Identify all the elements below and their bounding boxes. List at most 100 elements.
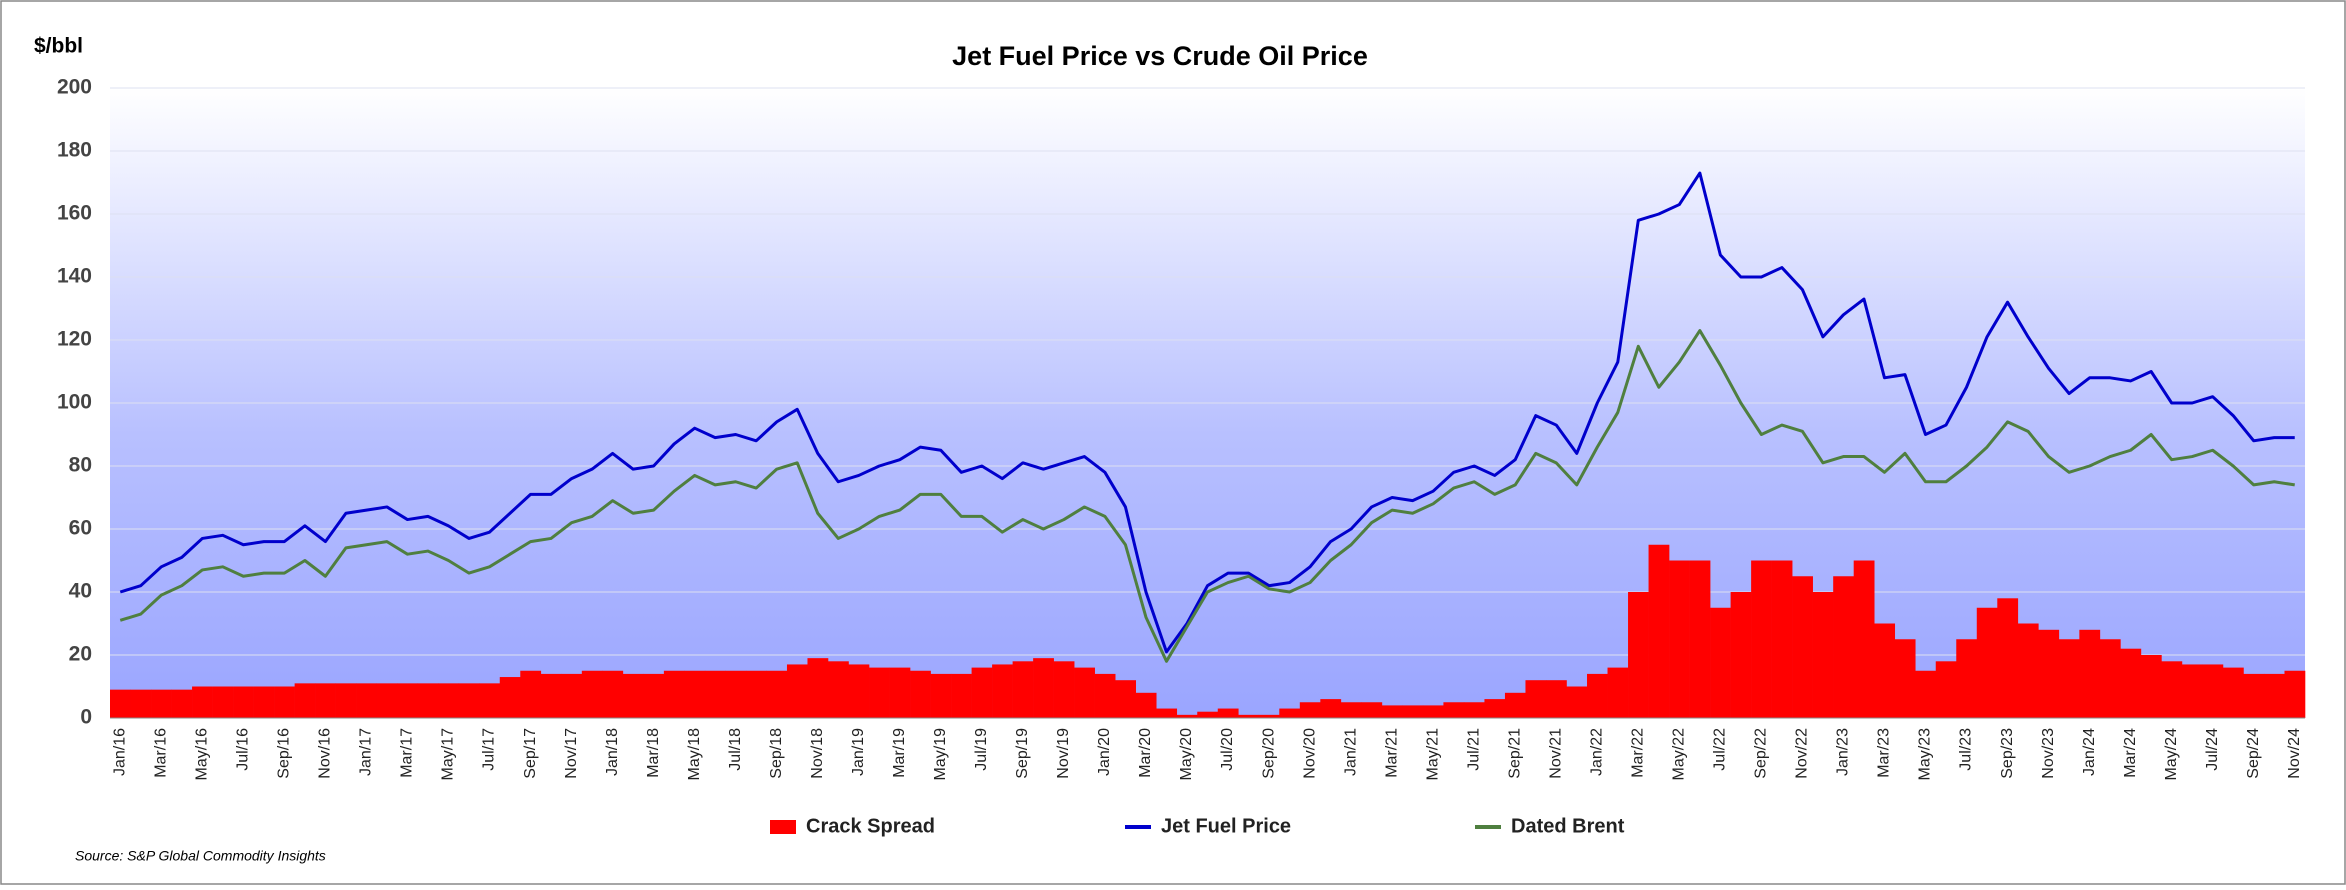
bar [1853,560,1875,718]
bar [1238,714,1260,718]
bar [1669,560,1690,718]
bar [1710,607,1731,718]
bar [1033,658,1054,718]
bar [356,683,377,718]
bar [2263,673,2285,718]
x-tick-label: Mar/18 [645,728,662,778]
x-tick-label: Jul/16 [235,728,252,771]
bar [1299,702,1321,718]
x-tick-label: May/22 [1671,728,1688,781]
x-tick-label: Jan/24 [2081,728,2098,776]
bar [253,686,275,718]
bar [335,683,357,718]
y-tick-label: 180 [57,139,92,162]
y-tick-label: 140 [57,265,92,288]
bar [2161,661,2183,718]
bar [130,689,152,718]
x-tick-label: May/18 [686,728,703,781]
bar [1074,667,1095,718]
bar [1320,699,1342,718]
bar [1976,607,1998,718]
x-tick-label: Jul/23 [1958,728,1975,771]
bar [2140,655,2162,718]
bar [1689,560,1711,718]
bar [458,683,480,718]
bar [1915,670,1937,718]
bar [1894,639,1916,718]
line [119,329,2295,663]
x-tick-label: Nov/20 [1301,728,1318,779]
bar [1402,705,1424,718]
y-tick-label: 40 [69,580,92,603]
bar [1340,702,1362,718]
x-tick-label: Jan/20 [1096,728,1113,776]
bar [663,670,685,718]
x-tick-label: Nov/16 [317,728,334,779]
x-tick-label: Nov/18 [809,728,826,779]
x-tick-label: Mar/17 [399,728,416,778]
x-tick-label: Sep/24 [2245,728,2262,779]
bar [1156,708,1178,718]
bar [786,664,808,718]
bar [684,670,706,718]
bar [2038,629,2060,718]
bar [1833,576,1854,718]
x-tick-label: Jan/18 [604,728,621,776]
bar [171,689,193,718]
x-tick-label: Jan/17 [358,728,375,776]
bar [212,686,234,718]
x-tick-label: Nov/24 [2286,728,2303,779]
x-tick-label: Sep/23 [1999,728,2016,779]
x-tick-label: May/23 [1917,728,1934,781]
bar [520,670,542,718]
x-tick-label: Sep/20 [1260,728,1277,779]
bar [1997,598,2019,718]
x-tick-label: Mar/16 [153,728,170,778]
bar [2284,670,2306,718]
y-axis-label: $/bbl [34,35,83,58]
legend-label: Jet Fuel Price [1161,815,1291,837]
y-tick-label: 200 [57,76,92,99]
bar [581,670,603,718]
bar [1648,544,1670,718]
bar [1115,680,1137,718]
y-tick-label: 100 [57,391,92,414]
x-tick-label: Mar/22 [1630,728,1647,778]
bar [992,664,1013,718]
bar [1258,714,1280,718]
bar [2243,673,2265,718]
bar [827,661,849,718]
x-tick-label: May/19 [932,728,949,781]
bar [951,673,972,718]
bar [1176,714,1198,718]
bar [499,677,521,718]
x-tick-label: Nov/17 [563,728,580,779]
legend-label: Crack Spread [806,815,935,837]
bar [930,673,952,718]
bar [151,689,172,718]
x-tick-label: Jul/17 [481,728,498,771]
bar [1545,680,1567,718]
x-tick-label: Jul/22 [1712,728,1729,771]
line [119,171,2295,654]
bar [1771,560,1793,718]
x-tick-label: May/21 [1424,728,1441,781]
x-tick-label: Jan/16 [111,728,128,776]
y-tick-label: 20 [69,643,92,666]
x-tick-label: Jan/21 [1342,728,1359,776]
x-tick-label: Jul/19 [973,728,990,771]
bar [1566,686,1588,718]
bar [1217,708,1239,718]
bar [971,667,993,718]
x-tick-label: Mar/21 [1383,728,1400,778]
bar [807,658,829,718]
bar [704,670,726,718]
bar [1135,692,1157,718]
bar [417,683,439,718]
x-tick-label: May/16 [194,728,211,781]
x-tick-label: Mar/23 [1876,728,1893,778]
bar [2222,667,2244,718]
bar [1935,661,1957,718]
y-tick-label: 0 [80,706,92,729]
y-tick-label: 160 [57,202,92,225]
